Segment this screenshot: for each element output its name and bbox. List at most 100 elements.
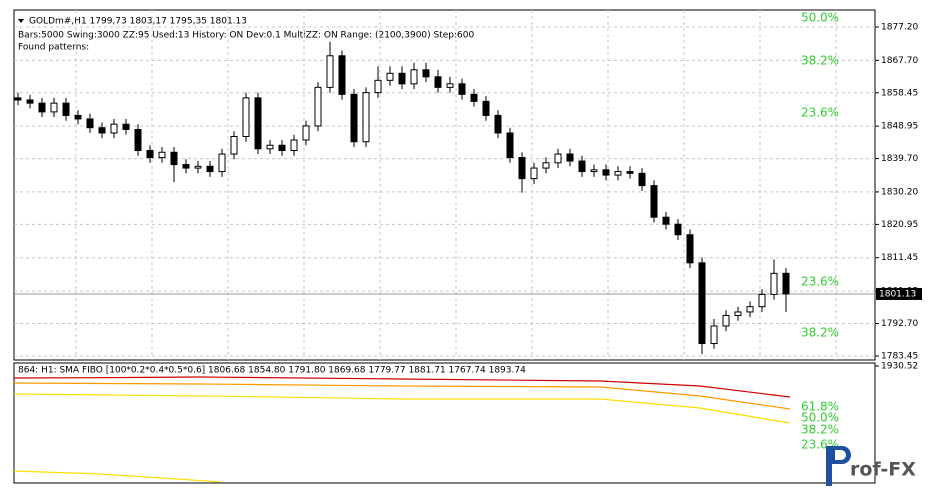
sma-line: [13, 376, 791, 398]
candle-body: [290, 139, 298, 152]
candle-body: [62, 102, 70, 116]
candle-body: [170, 151, 178, 166]
candle-body: [542, 162, 550, 169]
candle-body: [278, 144, 286, 152]
last-price-box: [876, 287, 922, 300]
y-tick-label: 1830.20: [881, 187, 918, 197]
candle-body: [530, 167, 538, 180]
y-tick-label: 1848.95: [881, 122, 918, 132]
info-line: Bars:5000 Swing:3000 ZZ:95 Used:13 Histo…: [18, 31, 475, 41]
candle-body: [134, 128, 142, 152]
logo-p-stem: [826, 446, 832, 486]
candle-body: [26, 99, 34, 104]
candle-body: [338, 55, 346, 95]
candle-body: [782, 272, 790, 295]
candle-body: [770, 272, 778, 295]
candle-body: [446, 83, 454, 88]
candle-body: [86, 118, 94, 129]
fibo-label: 38.2%: [801, 326, 839, 340]
candle-body: [254, 97, 262, 150]
y-tick-label: 1783.45: [881, 351, 918, 361]
y-tick-label: 1858.45: [881, 88, 918, 98]
menu-arrow[interactable]: [18, 19, 24, 23]
indicator-title: 864: H1: SMA FIBO [100*0.2*0.4*0.5*0.6] …: [18, 366, 526, 376]
y-tick-label: 1811.45: [881, 253, 918, 263]
logo: rof-FX: [826, 446, 916, 486]
y-tick-label: 1839.70: [881, 154, 918, 164]
brand: rof-FX: [850, 459, 916, 481]
candle-body: [98, 127, 106, 134]
candle-body: [662, 216, 670, 225]
y-tick-label: 1930.52: [881, 361, 918, 371]
candle-body: [590, 169, 598, 173]
logo-p-bowl: [832, 446, 851, 464]
fibo-label: 23.6%: [801, 274, 839, 288]
candle-body: [578, 160, 586, 173]
candle-body: [362, 92, 370, 143]
candle-body: [686, 234, 694, 264]
candle-body: [506, 132, 514, 159]
candle-body: [518, 157, 526, 180]
candle-body: [626, 171, 634, 174]
candle-body: [674, 223, 682, 236]
candle-body: [746, 306, 754, 313]
candle-body: [242, 97, 250, 137]
candle-body: [614, 171, 622, 176]
candle-body: [266, 144, 274, 150]
candle-body: [218, 153, 226, 173]
candle-body: [470, 93, 478, 102]
candle-body: [422, 69, 430, 78]
fibo-label: 38.2%: [801, 54, 839, 68]
candle-body: [50, 102, 58, 113]
candle-body: [326, 55, 334, 88]
candle-body: [38, 102, 46, 113]
candle-body: [374, 79, 382, 94]
candle-body: [494, 114, 502, 134]
candle-body: [314, 86, 322, 127]
candle-body: [74, 114, 82, 120]
candle-body: [566, 153, 574, 162]
candle-body: [386, 72, 394, 81]
sma-line: [13, 382, 791, 410]
fibo-label: 50.0%: [801, 410, 839, 424]
y-tick-label: 1877.20: [881, 22, 918, 32]
fibo-label: 50.0%: [801, 10, 839, 24]
candle-body: [482, 100, 490, 116]
candle-body: [710, 325, 718, 345]
main-frame: [13, 9, 876, 361]
candle-body: [182, 164, 190, 169]
candle-body: [230, 135, 238, 155]
y-tick-label: 1820.95: [881, 220, 918, 230]
candle-body: [734, 311, 742, 316]
candle-body: [122, 123, 130, 130]
fibo-label: 38.2%: [801, 423, 839, 437]
candle-body: [458, 83, 466, 95]
candle-body: [398, 72, 406, 85]
candle-body: [638, 172, 646, 187]
symbol-line: GOLDm#,H1 1799,73 1803,17 1795,35 1801.1…: [29, 17, 247, 27]
candle-body: [554, 153, 562, 164]
found-patterns: Found patterns:: [18, 43, 89, 53]
candle-body: [14, 97, 22, 101]
candle-body: [110, 123, 118, 134]
candle-body: [758, 293, 766, 308]
fibo-label: 23.6%: [801, 105, 839, 119]
candle-body: [650, 185, 658, 218]
candle-body: [158, 151, 166, 159]
candle-body: [434, 76, 442, 88]
candle-body: [350, 93, 358, 143]
candle-body: [302, 125, 310, 141]
candle-body: [206, 165, 214, 173]
y-tick-label: 1792.70: [881, 319, 918, 329]
y-tick-label: 1867.70: [881, 56, 918, 66]
last-price-label: 1801.13: [879, 289, 916, 299]
sma-line: [13, 470, 221, 483]
sma-line: [13, 393, 791, 424]
candle-body: [698, 262, 706, 345]
sub-frame: [13, 362, 876, 484]
candle-body: [410, 69, 418, 85]
candle-body: [194, 165, 202, 169]
fibo-label: 61.8%: [801, 399, 839, 413]
